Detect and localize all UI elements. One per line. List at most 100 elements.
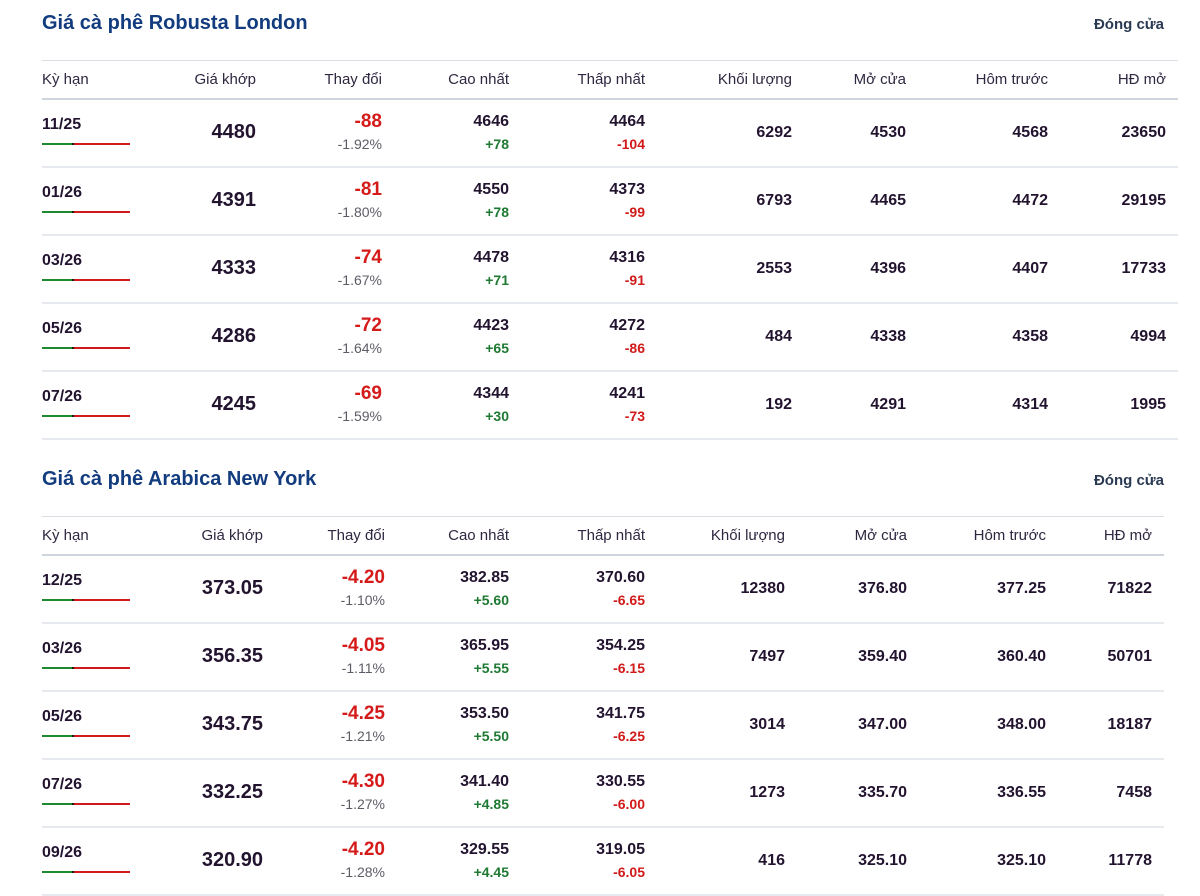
change-value: -72 (354, 314, 382, 336)
table-row[interactable]: 05/26 4286 -72 -1.64% 4423 +65 4272 -86 … (42, 303, 1178, 371)
high-cell: 4344 +30 (394, 371, 521, 439)
low-diff: -99 (624, 204, 645, 220)
term-label[interactable]: 03/26 (42, 640, 83, 657)
range-bar-down (74, 211, 130, 213)
table-row[interactable]: 09/26 320.90 -4.20 -1.28% 329.55 +4.45 3… (42, 827, 1164, 895)
volume-cell: 1273 (657, 759, 797, 827)
col-open[interactable]: Mở cửa (853, 70, 906, 88)
high-value: 4423 (473, 317, 509, 334)
low-diff: -73 (624, 408, 645, 424)
open-interest-cell: 7458 (1058, 759, 1164, 827)
col-term[interactable]: Kỳ hạn (42, 526, 89, 544)
low-diff: -86 (624, 340, 645, 356)
col-open[interactable]: Mở cửa (854, 526, 907, 544)
open-value: 4338 (870, 327, 906, 345)
change-value: -88 (354, 110, 382, 132)
change-value: -4.20 (341, 566, 385, 588)
col-prev[interactable]: Hôm trước (975, 70, 1048, 88)
table-row[interactable]: 05/26 343.75 -4.25 -1.21% 353.50 +5.50 3… (42, 691, 1164, 759)
high-cell: 341.40 +4.85 (397, 759, 521, 827)
open-value: 376.80 (858, 579, 907, 597)
low-cell: 341.75 -6.25 (521, 691, 657, 759)
range-bar-marker (72, 871, 74, 873)
col-high[interactable]: Cao nhất (448, 70, 509, 88)
low-cell: 4316 -91 (521, 235, 657, 303)
table-row[interactable]: 11/25 4480 -88 -1.92% 4646 +78 4464 -104… (42, 99, 1178, 167)
change-cell: -4.25 -1.21% (275, 691, 397, 759)
col-price[interactable]: Giá khớp (194, 70, 256, 88)
term-cell: 11/25 (42, 99, 142, 167)
table-row[interactable]: 07/26 332.25 -4.30 -1.27% 341.40 +4.85 3… (42, 759, 1164, 827)
low-value: 370.60 (596, 569, 645, 586)
open-interest-value: 1995 (1130, 395, 1166, 413)
range-bar (42, 415, 130, 417)
price-cell: 373.05 (142, 555, 275, 623)
high-cell: 329.55 +4.45 (397, 827, 521, 895)
range-bar-down (74, 279, 130, 281)
col-open-interest[interactable]: HĐ mở (1117, 70, 1166, 88)
col-term[interactable]: Kỳ hạn (42, 70, 89, 88)
col-open-interest[interactable]: HĐ mở (1103, 526, 1152, 544)
low-value: 319.05 (596, 841, 645, 858)
price-cell: 343.75 (142, 691, 275, 759)
prev-cell: 348.00 (919, 691, 1058, 759)
range-bar-up (42, 143, 72, 145)
term-label[interactable]: 07/26 (42, 388, 83, 405)
robusta-closing-link[interactable]: Đóng cửa (1093, 16, 1164, 33)
open-value: 359.40 (858, 647, 907, 665)
high-cell: 353.50 +5.50 (397, 691, 521, 759)
high-diff: +4.85 (473, 796, 509, 812)
prev-value: 4314 (1012, 395, 1048, 413)
col-volume[interactable]: Khối lượng (717, 70, 792, 88)
col-change[interactable]: Thay đổi (324, 70, 382, 88)
col-volume[interactable]: Khối lượng (710, 526, 785, 544)
term-label[interactable]: 11/25 (42, 116, 82, 133)
prev-value: 4407 (1012, 259, 1048, 277)
high-value: 382.85 (460, 569, 509, 586)
match-price: 373.05 (201, 577, 263, 599)
price-cell: 356.35 (142, 623, 275, 691)
change-percent: -1.67% (337, 271, 382, 288)
low-diff: -6.25 (613, 728, 645, 744)
price-cell: 4245 (142, 371, 268, 439)
term-label[interactable]: 01/26 (42, 184, 83, 201)
term-label[interactable]: 03/26 (42, 252, 83, 269)
high-value: 329.55 (460, 841, 509, 858)
range-bar-up (42, 803, 72, 805)
open-cell: 4338 (804, 303, 918, 371)
prev-value: 4358 (1012, 327, 1048, 345)
col-low[interactable]: Thấp nhất (577, 526, 645, 544)
term-label[interactable]: 12/25 (42, 572, 83, 589)
table-row[interactable]: 03/26 356.35 -4.05 -1.11% 365.95 +5.55 3… (42, 623, 1164, 691)
prev-cell: 4472 (918, 167, 1060, 235)
low-value: 354.25 (596, 637, 645, 654)
term-label[interactable]: 05/26 (42, 320, 83, 337)
prev-cell: 4314 (918, 371, 1060, 439)
volume-value: 484 (765, 327, 792, 345)
table-row[interactable]: 07/26 4245 -69 -1.59% 4344 +30 4241 -73 … (42, 371, 1178, 439)
low-cell: 319.05 -6.05 (521, 827, 657, 895)
col-change[interactable]: Thay đổi (327, 526, 385, 544)
high-diff: +5.50 (473, 728, 509, 744)
arabica-closing-link[interactable]: Đóng cửa (1093, 472, 1164, 489)
col-high[interactable]: Cao nhất (448, 526, 509, 544)
low-cell: 354.25 -6.15 (521, 623, 657, 691)
term-label[interactable]: 05/26 (42, 708, 83, 725)
open-interest-cell: 50701 (1058, 623, 1164, 691)
range-bar (42, 803, 130, 805)
term-label[interactable]: 07/26 (42, 776, 83, 793)
table-row[interactable]: 03/26 4333 -74 -1.67% 4478 +71 4316 -91 … (42, 235, 1178, 303)
range-bar-up (42, 735, 72, 737)
col-price[interactable]: Giá khớp (201, 526, 263, 544)
term-label[interactable]: 09/26 (42, 844, 83, 861)
open-cell: 4465 (804, 167, 918, 235)
col-low[interactable]: Thấp nhất (577, 70, 645, 88)
volume-value: 6793 (756, 191, 792, 209)
range-bar-up (42, 347, 72, 349)
col-prev[interactable]: Hôm trước (973, 526, 1046, 544)
table-row[interactable]: 12/25 373.05 -4.20 -1.10% 382.85 +5.60 3… (42, 555, 1164, 623)
prev-value: 360.40 (997, 647, 1046, 665)
table-row[interactable]: 01/26 4391 -81 -1.80% 4550 +78 4373 -99 … (42, 167, 1178, 235)
high-value: 365.95 (460, 637, 509, 654)
high-diff: +65 (485, 340, 509, 356)
